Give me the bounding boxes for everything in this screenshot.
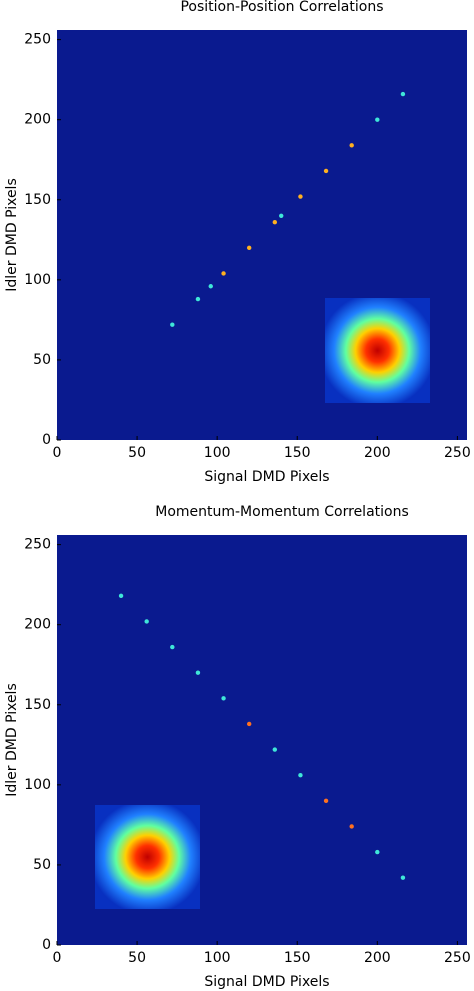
y-tick-label: 150 [24, 697, 51, 713]
point [298, 194, 303, 199]
point [375, 117, 380, 122]
y-tick-label: 150 [24, 192, 51, 208]
point [195, 296, 201, 302]
point [195, 670, 201, 675]
point [298, 773, 303, 778]
y-tick-label: 200 [24, 112, 51, 128]
x-tick-label: 50 [128, 445, 146, 461]
y-tick-label: 50 [33, 857, 51, 873]
x-tick-label: 50 [128, 950, 146, 966]
point [221, 696, 226, 701]
y-axis-label: Idler DMD Pixels [4, 178, 20, 292]
y-tick-label: 50 [33, 352, 51, 368]
point [349, 143, 354, 148]
x-tick-label: 150 [284, 950, 311, 966]
y-tick-label: 250 [24, 32, 51, 48]
chart-title: Position-Position Correlations [180, 0, 383, 15]
x-axis-label: Signal DMD Pixels [204, 469, 329, 485]
x-tick-label: 250 [444, 950, 471, 966]
x-tick-label: 200 [364, 445, 391, 461]
point [170, 322, 175, 327]
x-tick-label: 250 [444, 445, 471, 461]
point [323, 798, 329, 804]
inset [325, 298, 430, 403]
point [170, 644, 175, 650]
y-tick-label: 0 [42, 432, 51, 448]
point [208, 284, 213, 289]
x-tick-label: 0 [53, 445, 62, 461]
point [323, 168, 329, 174]
point [272, 219, 278, 225]
point [349, 824, 354, 829]
x-tick-label: 100 [204, 445, 231, 461]
point [118, 593, 124, 599]
x-axis-label: Signal DMD Pixels [204, 974, 329, 990]
x-tick-label: 150 [284, 445, 311, 461]
x-tick-label: 200 [364, 950, 391, 966]
point [400, 91, 406, 97]
x-tick-label: 0 [53, 950, 62, 966]
point [375, 849, 380, 855]
y-tick-label: 250 [24, 537, 51, 553]
y-tick-label: 100 [24, 777, 51, 793]
point [279, 213, 284, 218]
point [272, 747, 278, 752]
point [144, 619, 149, 624]
point [246, 721, 252, 727]
point [221, 271, 226, 276]
inset [95, 805, 200, 909]
chart-title: Momentum-Momentum Correlations [155, 504, 409, 520]
y-axis-label: Idler DMD Pixels [4, 683, 20, 797]
x-tick-label: 100 [204, 950, 231, 966]
point [400, 875, 406, 880]
point [246, 245, 252, 251]
y-tick-label: 100 [24, 272, 51, 288]
y-tick-label: 200 [24, 617, 51, 633]
y-tick-label: 0 [42, 937, 51, 953]
